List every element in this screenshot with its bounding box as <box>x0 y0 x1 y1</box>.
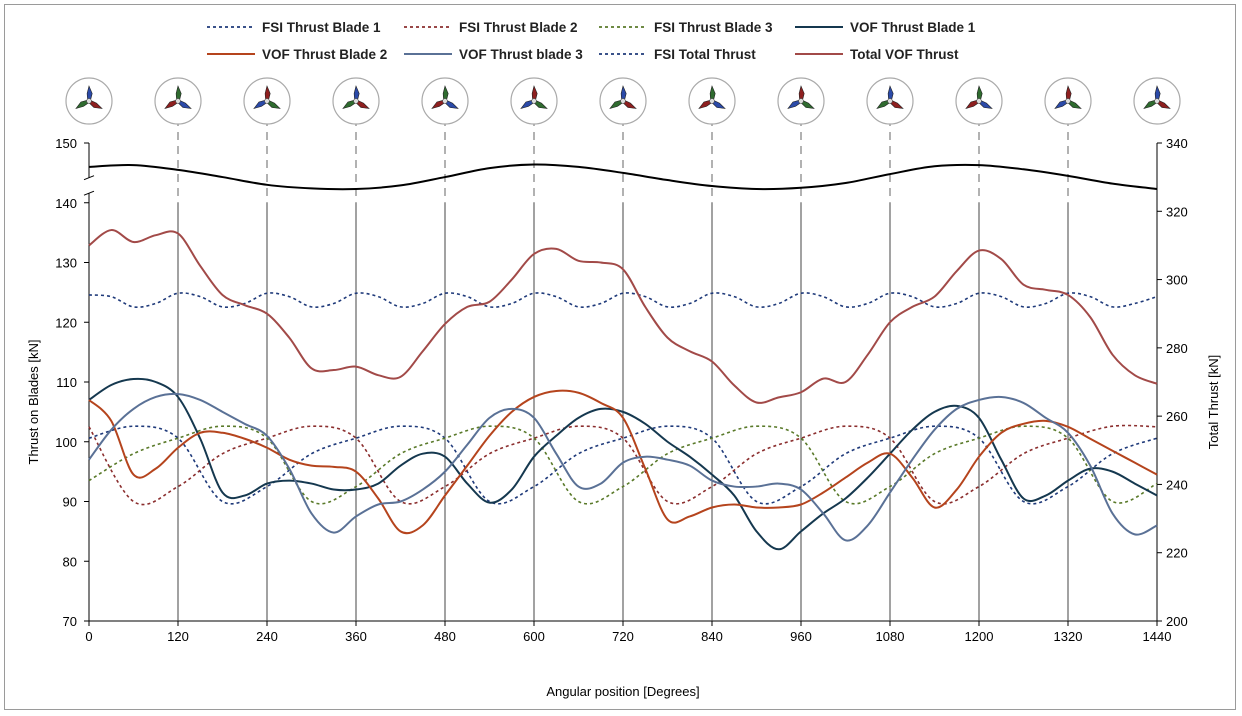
x-tick-label: 960 <box>790 629 812 644</box>
y-tick-label: 140 <box>55 196 77 211</box>
rotor-icon <box>422 78 468 124</box>
y-tick-label: 130 <box>55 256 77 271</box>
y-tick-label: 120 <box>55 315 77 330</box>
y2-tick-label: 260 <box>1166 409 1188 424</box>
y2-tick-label: 200 <box>1166 614 1188 629</box>
y-tick-label: 100 <box>55 435 77 450</box>
legend-label: FSI Thrust Blade 1 <box>262 20 381 35</box>
y-tick-label: 80 <box>63 554 77 569</box>
x-tick-label: 1440 <box>1143 629 1172 644</box>
x-tick-label: 1200 <box>965 629 994 644</box>
legend-label: VOF Thrust Blade 1 <box>850 20 976 35</box>
rotor-hub <box>87 99 92 104</box>
y2-tick-label: 280 <box>1166 341 1188 356</box>
legend-label: FSI Thrust Blade 3 <box>654 20 773 35</box>
legend-label: Total VOF Thrust <box>850 47 959 62</box>
rotor-hub <box>1066 99 1071 104</box>
legend-label: VOF Thrust blade 3 <box>459 47 583 62</box>
legend-label: FSI Total Thrust <box>654 47 756 62</box>
rotor-icon <box>778 78 824 124</box>
x-tick-label: 720 <box>612 629 634 644</box>
y-tick-label: 150 <box>55 136 77 151</box>
rotor-icon <box>66 78 112 124</box>
x-tick-label: 1320 <box>1054 629 1083 644</box>
y2-tick-label: 320 <box>1166 204 1188 219</box>
rotor-icon <box>689 78 735 124</box>
x-tick-label: 840 <box>701 629 723 644</box>
y2-tick-label: 220 <box>1166 546 1188 561</box>
axis-break-gap <box>83 178 95 194</box>
rotor-icon <box>333 78 379 124</box>
rotor-hub <box>265 99 270 104</box>
rotor-hub <box>977 99 982 104</box>
rotor-icon <box>155 78 201 124</box>
rotor-hub <box>888 99 893 104</box>
x-tick-label: 480 <box>434 629 456 644</box>
legend-label: FSI Thrust Blade 2 <box>459 20 578 35</box>
rotor-hub <box>710 99 715 104</box>
x-tick-label: 240 <box>256 629 278 644</box>
y2-tick-label: 240 <box>1166 477 1188 492</box>
rotor-hub <box>1155 99 1160 104</box>
y-axis-title: Thrust on Blades [kN] <box>26 340 41 465</box>
x-tick-label: 600 <box>523 629 545 644</box>
rotor-icon <box>1045 78 1091 124</box>
rotor-hub <box>443 99 448 104</box>
rotor-icon <box>1134 78 1180 124</box>
rotor-hub <box>621 99 626 104</box>
rotor-hub <box>176 99 181 104</box>
rotor-icon <box>511 78 557 124</box>
y2-axis-title: Total Thrust [kN] <box>1206 355 1221 449</box>
rotor-hub <box>799 99 804 104</box>
y2-tick-label: 300 <box>1166 273 1188 288</box>
legend-label: VOF Thrust Blade 2 <box>262 47 387 62</box>
x-tick-label: 0 <box>85 629 92 644</box>
y2-tick-label: 340 <box>1166 136 1188 151</box>
rotor-hub <box>532 99 537 104</box>
rotor-icon <box>244 78 290 124</box>
rotor-hub <box>354 99 359 104</box>
rotor-icon <box>867 78 913 124</box>
x-axis-title: Angular position [Degrees] <box>546 684 699 699</box>
y-tick-label: 90 <box>63 495 77 510</box>
rotor-icon <box>600 78 646 124</box>
y-tick-label: 110 <box>56 375 77 390</box>
y-tick-label: 70 <box>63 614 77 629</box>
rotor-icon <box>956 78 1002 124</box>
x-tick-label: 120 <box>167 629 189 644</box>
x-tick-label: 1080 <box>876 629 905 644</box>
x-tick-label: 360 <box>345 629 367 644</box>
